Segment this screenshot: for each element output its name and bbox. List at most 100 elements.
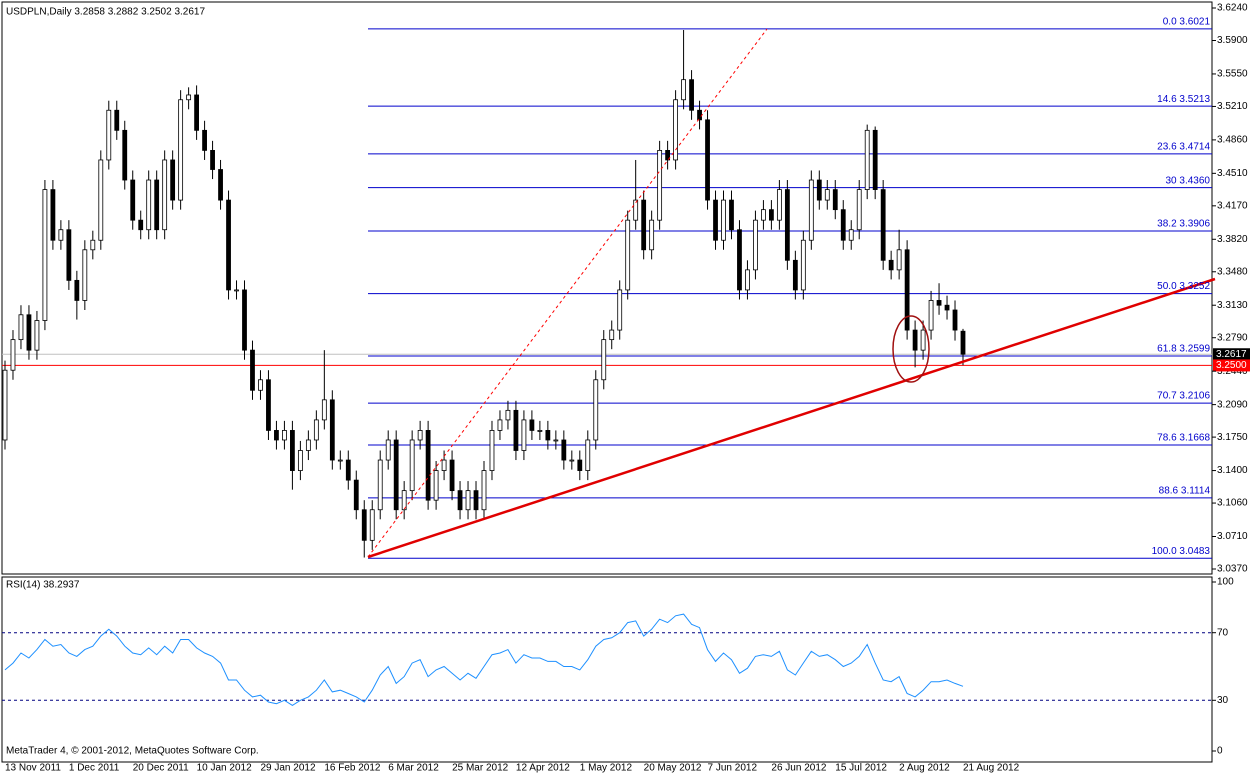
chart-title: USDPLN,Daily 3.2858 3.2882 3.2502 3.2617 xyxy=(6,7,205,18)
candle-body xyxy=(393,439,399,511)
candle-body xyxy=(561,439,567,461)
candle-body xyxy=(792,259,798,291)
price-label: 3.2500 xyxy=(1216,360,1247,371)
candle-body xyxy=(210,150,215,170)
candle-body xyxy=(737,229,742,291)
x-tick-label: 26 Jun 2012 xyxy=(771,763,826,774)
candle-body xyxy=(313,419,319,441)
candle-body xyxy=(776,189,782,221)
price-label-box xyxy=(1213,348,1250,361)
fib-label: 50.0 3.3252 xyxy=(1157,281,1210,292)
candle-body xyxy=(601,339,607,381)
y-tick-label: 3.4510 xyxy=(1217,168,1248,179)
x-tick-label: 7 Jun 2012 xyxy=(708,763,758,774)
candle-body xyxy=(609,329,615,341)
candle-body xyxy=(194,94,200,131)
candle-body xyxy=(553,439,559,442)
candle-body xyxy=(226,199,231,291)
y-tick-label: 3.4170 xyxy=(1217,200,1248,211)
y-tick-label: 3.1750 xyxy=(1217,432,1248,443)
x-tick-label: 10 Jan 2012 xyxy=(197,763,252,774)
candle-body xyxy=(769,209,774,221)
candle-body xyxy=(689,79,694,111)
candle-body xyxy=(425,430,431,501)
x-tick-label: 12 Apr 2012 xyxy=(516,763,570,774)
candle-body xyxy=(377,459,383,511)
x-tick-label: 1 May 2012 xyxy=(580,763,633,774)
candle-body xyxy=(633,199,639,221)
candle-body xyxy=(329,399,335,461)
candle-body xyxy=(274,430,279,441)
candle-body xyxy=(681,79,686,101)
x-tick-label: 1 Dec 2011 xyxy=(69,763,120,774)
fib-label: 78.6 3.1668 xyxy=(1157,433,1210,444)
candle-body xyxy=(122,129,128,181)
x-tick-label: 29 Jan 2012 xyxy=(260,763,315,774)
candle-body xyxy=(489,430,495,471)
candle-body xyxy=(74,279,80,301)
candle-body xyxy=(401,490,407,511)
candle-body xyxy=(665,150,671,161)
candle-body xyxy=(321,399,327,421)
highlight-circle xyxy=(892,315,930,383)
x-tick-label: 13 Nov 2011 xyxy=(5,763,61,774)
candle-body xyxy=(66,229,72,281)
candle-body xyxy=(162,159,168,231)
y-tick-label: 3.6240 xyxy=(1217,3,1248,14)
candle-body xyxy=(26,314,32,351)
y-tick-label: 100 xyxy=(1217,577,1234,588)
y-tick-label: 3.0370 xyxy=(1217,564,1248,575)
candle-body xyxy=(729,199,734,231)
candle-body xyxy=(481,470,487,511)
fib-label: 14.6 3.5213 xyxy=(1157,94,1210,105)
candle-body xyxy=(904,249,910,331)
candle-body xyxy=(82,249,88,301)
candle-body xyxy=(824,189,830,201)
candle-body xyxy=(936,300,942,306)
y-tick-label: 3.0710 xyxy=(1217,531,1248,542)
y-tick-label: 0 xyxy=(1217,746,1223,757)
candle-body xyxy=(146,179,152,231)
candle-body xyxy=(753,219,758,271)
candle-body xyxy=(250,349,255,391)
candle-body xyxy=(202,129,207,151)
y-tick-label: 3.5210 xyxy=(1217,101,1248,112)
candle-body xyxy=(808,179,814,241)
candle-body xyxy=(960,330,966,355)
candle-body xyxy=(952,309,958,331)
fib-label: 70.7 3.2106 xyxy=(1157,391,1210,402)
candle-body xyxy=(282,430,287,441)
rsi-line xyxy=(4,613,964,706)
candle-body xyxy=(912,329,918,351)
candle-body xyxy=(816,179,822,201)
candle-body xyxy=(840,209,846,241)
candle-body xyxy=(186,94,192,101)
fib-label: 23.6 3.4714 xyxy=(1157,141,1210,152)
candle-body xyxy=(529,419,535,431)
fib-label: 100.0 3.0483 xyxy=(1152,546,1211,557)
candle-body xyxy=(697,109,702,121)
candle-body xyxy=(305,439,311,451)
candle-body xyxy=(617,289,623,331)
y-tick-label: 3.1060 xyxy=(1217,498,1248,509)
x-tick-label: 21 Aug 2012 xyxy=(963,763,1020,774)
price-panel xyxy=(1,1,1213,575)
y-tick-label: 3.1400 xyxy=(1217,465,1248,476)
candle-body xyxy=(417,430,423,441)
footer: MetaTrader 4, © 2001-2012, MetaQuotes So… xyxy=(6,746,259,757)
candle-body xyxy=(258,379,263,391)
y-tick-label: 3.2790 xyxy=(1217,332,1248,343)
candle-body xyxy=(289,430,295,471)
candle-body xyxy=(705,119,710,201)
candle-body xyxy=(872,129,878,190)
candle-body xyxy=(545,430,551,441)
rsi-title: RSI(14) 38.2937 xyxy=(6,580,80,591)
fib-label: 38.2 3.3906 xyxy=(1157,219,1210,230)
candle-body xyxy=(441,459,447,471)
candle-body xyxy=(449,459,455,492)
candle-body xyxy=(114,109,120,131)
price-label-box xyxy=(1213,359,1250,372)
candle-body xyxy=(178,99,184,201)
candle-body xyxy=(577,459,583,471)
